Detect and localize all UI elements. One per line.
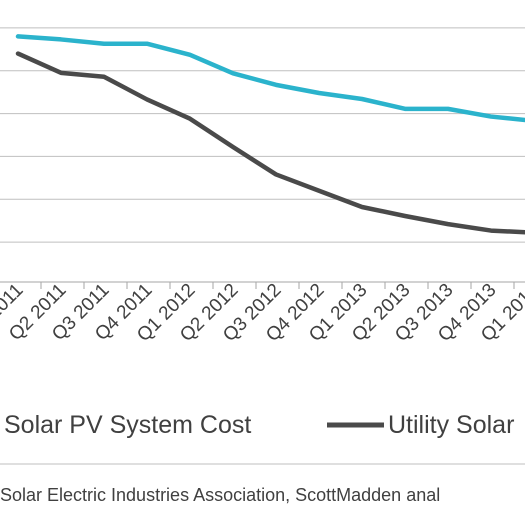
- legend: Solar PV System Cost Utility Solar: [4, 411, 514, 439]
- series-line-0: [15, 34, 525, 123]
- legend-label-solar-pv-system-cost: Solar PV System Cost: [4, 411, 251, 439]
- gridlines: [0, 27, 525, 243]
- axes: [0, 281, 525, 289]
- series-line-1: [15, 51, 525, 235]
- source-note: Solar Electric Industries Association, S…: [0, 485, 440, 505]
- legend-label-utility-solar: Utility Solar: [388, 411, 514, 439]
- series-lines: [15, 34, 525, 235]
